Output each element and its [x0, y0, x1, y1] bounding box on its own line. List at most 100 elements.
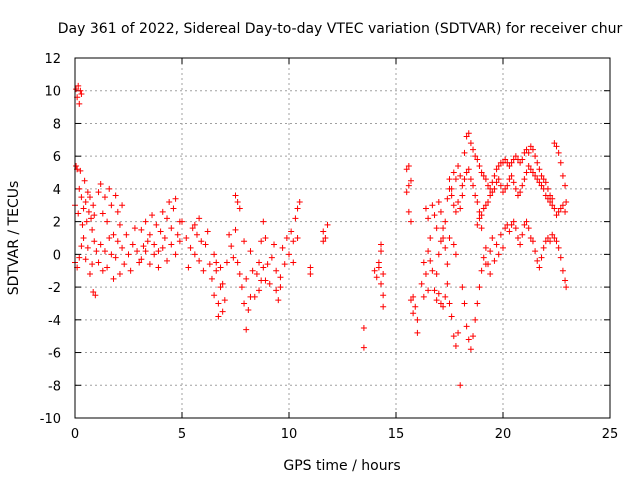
data-point — [476, 208, 483, 215]
y-tick-label: -4 — [48, 314, 61, 329]
data-point — [157, 228, 164, 235]
data-point — [91, 238, 98, 245]
data-point — [465, 166, 472, 173]
data-point — [200, 267, 207, 274]
data-point — [245, 307, 252, 313]
data-point — [551, 235, 558, 241]
data-point — [112, 254, 119, 261]
plot-frame — [74, 57, 611, 419]
data-point — [403, 166, 410, 173]
data-point — [168, 225, 175, 232]
data-point — [534, 159, 541, 166]
data-point — [422, 205, 429, 212]
data-point — [562, 208, 569, 215]
data-point — [467, 176, 474, 183]
data-point — [410, 310, 417, 317]
data-point — [138, 226, 145, 233]
data-point — [378, 280, 385, 287]
data-point — [527, 235, 534, 241]
data-point — [217, 264, 224, 271]
data-point — [491, 185, 498, 192]
data-point — [512, 225, 519, 232]
data-point — [538, 254, 545, 261]
data-point — [553, 212, 560, 219]
data-points — [72, 82, 570, 389]
data-point — [217, 284, 224, 291]
data-point — [547, 238, 554, 245]
data-point — [268, 254, 275, 261]
data-point — [542, 192, 549, 199]
data-point — [555, 149, 562, 156]
data-point — [256, 287, 263, 294]
data-point — [474, 221, 481, 228]
data-point — [97, 241, 104, 248]
data-point — [493, 179, 500, 186]
data-point — [164, 215, 171, 222]
data-point — [502, 225, 509, 232]
data-point — [476, 284, 483, 291]
data-point — [414, 316, 421, 323]
data-point — [525, 163, 532, 169]
data-point — [472, 153, 479, 160]
data-point — [547, 199, 554, 205]
data-point — [562, 277, 569, 284]
data-point — [521, 221, 528, 228]
y-tick-label: -8 — [48, 379, 61, 394]
data-point — [307, 271, 314, 277]
data-point — [437, 300, 444, 307]
data-point — [457, 205, 464, 212]
data-point — [485, 199, 492, 205]
data-point — [262, 235, 269, 241]
data-point — [238, 284, 245, 291]
data-point — [230, 254, 237, 261]
data-point — [506, 176, 513, 183]
data-point — [232, 192, 239, 199]
data-point — [450, 333, 457, 340]
data-point — [502, 185, 509, 192]
data-point — [92, 292, 99, 299]
data-point — [559, 202, 566, 209]
data-point — [529, 169, 536, 176]
data-point — [551, 140, 558, 147]
data-point — [476, 163, 483, 169]
y-tick-labels: -10 -8 -6 -4 -2 0 2 4 6 8 10 12 — [40, 52, 61, 427]
data-point — [455, 329, 462, 336]
data-point — [121, 261, 128, 268]
data-point — [440, 225, 447, 232]
data-point — [497, 182, 504, 189]
data-point — [292, 215, 299, 222]
data-point — [405, 208, 412, 215]
data-point — [76, 254, 83, 261]
data-point — [155, 248, 162, 255]
y-tick-label: -10 — [40, 412, 61, 427]
data-point — [77, 167, 84, 174]
data-point — [136, 259, 143, 266]
data-point — [283, 235, 290, 241]
data-point — [440, 235, 447, 241]
data-point — [264, 261, 271, 268]
y-tick-label: 2 — [53, 216, 61, 231]
data-point — [97, 181, 104, 187]
data-point — [508, 159, 515, 166]
data-point — [234, 199, 241, 205]
data-point — [480, 205, 487, 212]
data-point — [296, 199, 303, 205]
data-point — [553, 238, 560, 245]
data-point — [410, 293, 417, 300]
data-point — [420, 293, 427, 300]
data-point — [482, 244, 489, 251]
data-point — [155, 264, 162, 271]
data-point — [437, 238, 444, 245]
data-point — [168, 241, 175, 248]
data-point — [134, 248, 141, 255]
data-point — [320, 228, 327, 235]
data-point — [260, 264, 267, 271]
data-point — [378, 248, 385, 255]
data-point — [435, 290, 442, 297]
data-point — [129, 241, 136, 248]
data-point — [166, 199, 173, 205]
data-point — [437, 208, 444, 215]
data-point — [320, 238, 327, 245]
data-point — [487, 248, 494, 255]
